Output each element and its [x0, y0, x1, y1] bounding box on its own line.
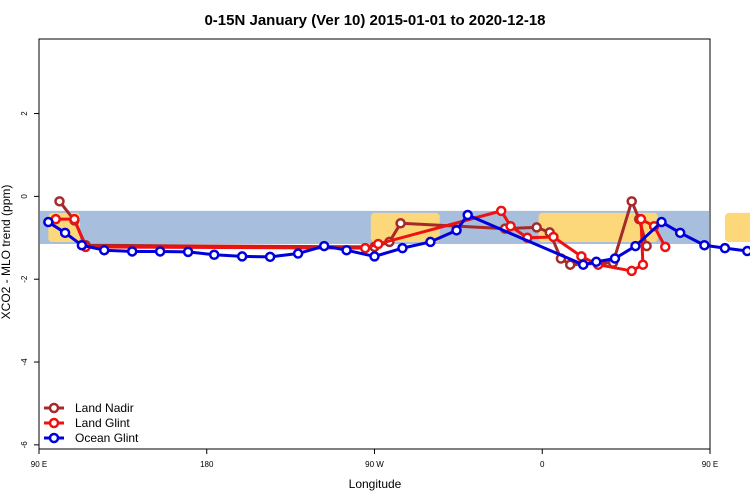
y-axis-label: XCO2 - MLO trend (ppm): [0, 185, 13, 320]
data-point: [359, 242, 371, 254]
x-tick-label: 180: [200, 460, 214, 469]
data-point: [98, 244, 110, 256]
data-point: [43, 216, 54, 228]
x-tick-label: 0: [540, 460, 545, 469]
data-point: [182, 246, 194, 258]
data-point: [531, 222, 542, 233]
data-point: [626, 196, 637, 207]
x-axis: 90 E 180 90 W 0 90 E: [31, 449, 718, 469]
data-point: [699, 239, 710, 251]
legend-label: Ocean Glint: [75, 431, 139, 445]
data-point: [126, 246, 138, 257]
data-point: [609, 253, 621, 264]
legend-marker: [48, 402, 60, 414]
data-point: [154, 246, 166, 257]
y-tick-label: -4: [20, 358, 29, 366]
legend-label: Land Nadir: [75, 401, 134, 415]
data-point: [656, 216, 667, 228]
data-point: [76, 239, 88, 251]
data-point: [69, 213, 80, 225]
data-point: [637, 259, 649, 270]
land-region: [724, 212, 750, 242]
land-region: [370, 212, 440, 242]
data-point: [505, 220, 516, 232]
latitude-band-map: [40, 210, 750, 244]
data-point: [578, 259, 589, 270]
data-point: [548, 231, 559, 243]
data-point: [264, 251, 276, 263]
data-point: [626, 265, 637, 277]
data-point: [236, 251, 248, 262]
data-point: [674, 227, 686, 239]
x-axis-label: Longitude: [349, 477, 402, 491]
data-point: [635, 213, 647, 225]
data-point: [495, 205, 507, 217]
data-point: [372, 238, 384, 250]
data-point: [641, 240, 652, 252]
x-tick-label: 90 E: [702, 460, 718, 469]
data-point: [630, 240, 641, 252]
data-point: [451, 225, 462, 236]
data-point: [292, 248, 304, 259]
data-point: [742, 245, 750, 257]
data-point: [719, 242, 731, 254]
legend-marker: [48, 417, 60, 429]
y-tick-label: 2: [20, 111, 29, 116]
x-tick-label: 90 E: [31, 460, 47, 469]
y-tick-label: 0: [20, 194, 29, 199]
y-tick-label: -6: [20, 441, 29, 449]
data-point: [318, 240, 330, 252]
data-point: [576, 251, 587, 262]
y-axis: 2 0 -2 -4 -6: [20, 111, 39, 449]
data-point: [425, 236, 436, 248]
legend-label: Land Glint: [75, 416, 130, 430]
x-tick-label: 90 W: [365, 460, 384, 469]
data-point: [54, 196, 65, 207]
data-point: [341, 244, 352, 256]
y-tick-label: -2: [20, 275, 29, 283]
series-layer: [43, 196, 750, 277]
data-point: [395, 218, 406, 229]
chart-title: 0-15N January (Ver 10) 2015-01-01 to 202…: [204, 12, 545, 29]
data-point: [462, 209, 473, 221]
data-point: [397, 242, 408, 254]
data-point: [660, 241, 671, 253]
land-region: [538, 212, 658, 242]
data-point: [59, 227, 71, 239]
legend-marker: [48, 432, 60, 444]
data-point: [591, 256, 602, 268]
data-point: [208, 249, 220, 261]
data-point: [369, 251, 380, 262]
